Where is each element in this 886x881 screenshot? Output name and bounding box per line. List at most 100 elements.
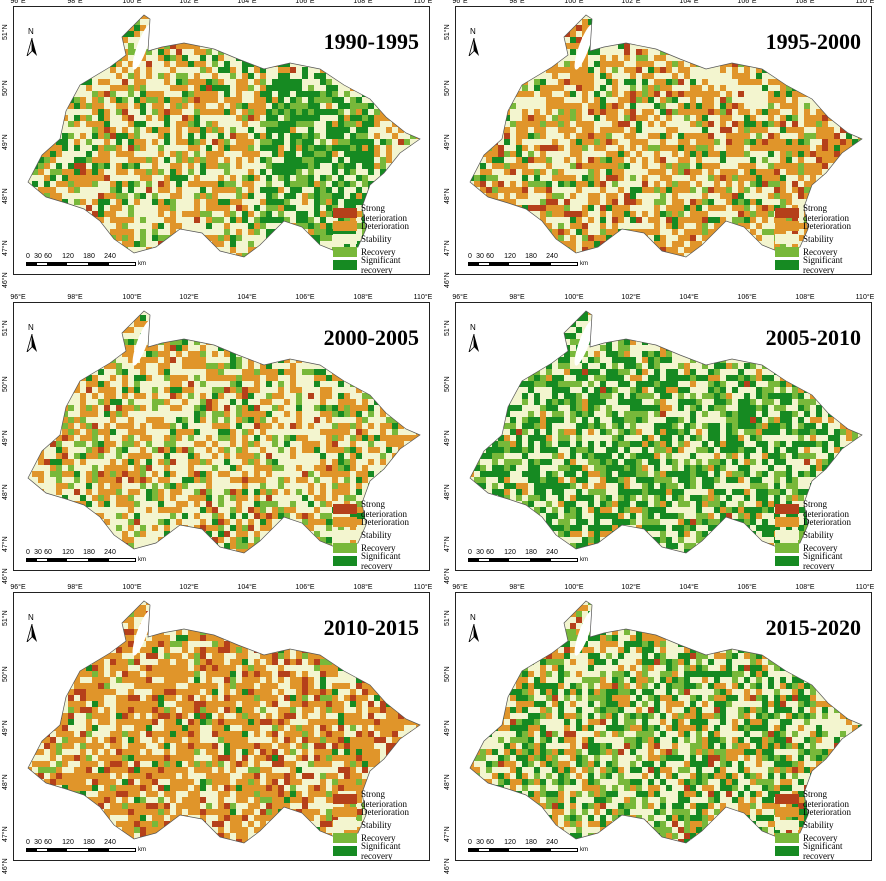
legend: Strong deterioration Deterioration Stabili… [775,789,867,860]
longitude-label: 100°E [564,294,584,301]
legend-swatch [775,542,799,553]
scale-bar: 0 30 60 120 180 240 km [26,549,146,565]
latitude-label: 46°N [2,858,9,874]
legend-label: Significant recovery [361,550,401,571]
legend-swatch [775,806,799,817]
scale-tick-label: 0 [468,839,472,846]
legend-swatch [775,503,799,514]
legend-item: Deterioration [333,219,425,232]
north-label: N [28,27,34,36]
legend-label: Recovery [803,832,838,843]
scale-tick-label: 60 [44,253,52,260]
longitude-label: 106°E [737,294,757,301]
latitude-label: 51°N [2,24,9,40]
legend-label: Stability [803,529,834,540]
scale-tick-label: 60 [486,839,494,846]
period-title: 1990-1995 [323,29,419,54]
longitude-label: 102°E [621,0,641,5]
latitude-label: 48°N [2,188,9,204]
scale-tick-label: 180 [83,253,95,260]
scale-tick-label: 120 [62,253,74,260]
legend-swatch [333,845,357,856]
map-frame: 2015-2020 N Strong deterioration Deteriorat… [455,592,872,861]
scale-tick-label: 120 [62,549,74,556]
scale-tick-label: 120 [504,549,516,556]
legend-label: Recovery [361,246,396,257]
legend-label: Strong deterioration [361,788,407,809]
longitude-label: 102°E [179,0,199,5]
longitude-label: 96°E [10,294,26,301]
legend-label: Significant recovery [361,840,401,861]
legend-item: Recovery [333,831,425,844]
legend-label: Deterioration [361,516,409,527]
longitude-label: 108°E [795,0,815,5]
legend-swatch [333,233,357,244]
scale-tick-label: 240 [104,549,116,556]
latitude-label: 49°N [2,430,9,446]
scale-tick-label: 120 [504,253,516,260]
legend-swatch [333,542,357,553]
scale-unit: km [580,261,588,267]
latitude-label: 50°N [444,376,451,392]
scale-tick-label: 30 [34,253,42,260]
legend-item: Recovery [333,245,425,258]
latitude-label: 47°N [2,826,9,842]
map-panel: 96°E 98°E 100°E 102°E 104°E 106°E 108°E 110°E 51… [0,294,432,584]
scale-bar: 0 30 60 120 180 240 km [26,839,146,855]
longitude-label: 100°E [122,584,142,591]
legend-label: Deterioration [803,516,851,527]
legend-item: Strong deterioration [333,789,425,809]
scale-bar: 0 30 60 120 180 240 km [468,549,588,565]
legend: Strong deterioration Deterioration Stabili… [775,203,867,274]
legend-item: Significant recovery [333,255,425,274]
legend-swatch [333,555,357,566]
north-label: N [470,27,476,36]
latitude-label: 47°N [444,536,451,552]
longitude-label: 108°E [795,294,815,301]
north-arrow-icon: N [466,27,482,57]
legend: Strong deterioration Deterioration Stabili… [333,203,425,274]
scale-tick-label: 0 [468,253,472,260]
legend-swatch [333,832,357,843]
legend-swatch [333,529,357,540]
change-map [469,600,863,844]
legend-swatch [775,832,799,843]
legend-item: Stability [775,818,867,831]
longitude-label: 110°E [855,0,875,5]
latitude-label: 50°N [444,80,451,96]
legend-swatch [333,246,357,257]
scale-tick-label: 180 [83,839,95,846]
legend-item: Stability [333,528,425,541]
scale-tick-label: 180 [525,549,537,556]
legend-item: Stability [775,232,867,245]
scale-tick-label: 240 [546,253,558,260]
legend-label: Recovery [361,832,396,843]
longitude-label: 96°E [452,0,468,5]
longitude-label: 104°E [679,0,699,5]
legend: Strong deterioration Deterioration Stabili… [333,789,425,860]
latitude-label: 51°N [444,320,451,336]
latitude-label: 47°N [444,826,451,842]
latitude-label: 50°N [2,666,9,682]
latitude-label: 49°N [444,134,451,150]
legend-label: Recovery [803,542,838,553]
legend-item: Deterioration [775,805,867,818]
latitude-label: 47°N [2,536,9,552]
legend-swatch [333,259,357,270]
longitude-label: 98°E [509,294,525,301]
north-arrow-icon: N [466,323,482,353]
latitude-label: 49°N [2,134,9,150]
longitude-label: 110°E [413,584,433,591]
legend: Strong deterioration Deterioration Stabili… [775,499,867,570]
legend-label: Significant recovery [803,254,843,275]
latitude-label: 48°N [444,774,451,790]
longitude-label: 102°E [179,584,199,591]
scale-unit: km [138,557,146,563]
longitude-label: 104°E [679,294,699,301]
legend-label: Significant recovery [361,254,401,275]
scale-tick-label: 240 [546,839,558,846]
scale-tick-label: 180 [83,549,95,556]
legend-swatch [775,207,799,218]
north-arrow-icon: N [24,27,40,57]
scale-tick-label: 180 [525,839,537,846]
